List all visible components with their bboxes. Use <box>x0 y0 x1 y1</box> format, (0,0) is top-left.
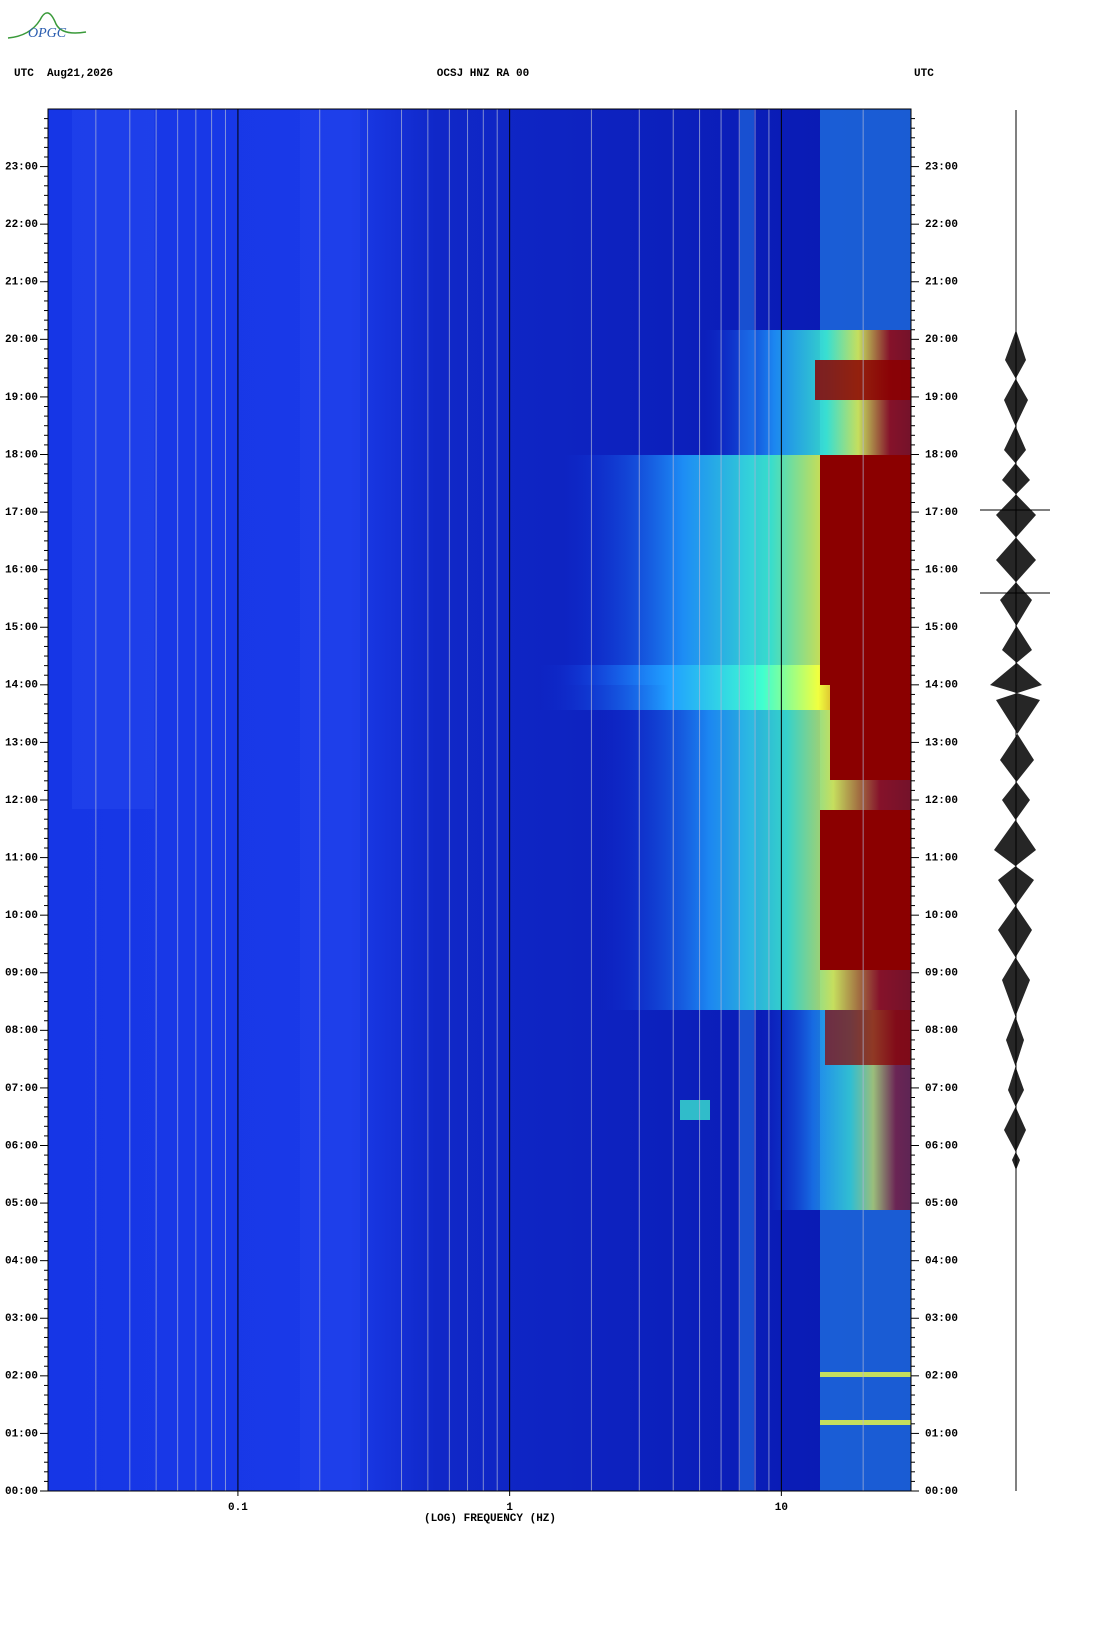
y-tick-label: 02:00 <box>5 1371 38 1383</box>
band <box>72 109 154 809</box>
energy-patch <box>820 810 911 970</box>
y-tick-label: 11:00 <box>5 852 38 864</box>
y-tick-label: 05:00 <box>5 1198 38 1210</box>
energy-patch <box>830 640 911 780</box>
seismogram <box>980 110 1050 1491</box>
x-tick-label: 10 <box>775 1502 788 1514</box>
logo-text: OPGC <box>28 26 67 41</box>
energy-patch <box>820 1372 911 1377</box>
y-tick-label: 08:00 <box>925 1025 958 1037</box>
x-tick-label: 0.1 <box>228 1502 248 1514</box>
x-axis-label: (LOG) FREQUENCY (HZ) <box>424 1513 556 1525</box>
band <box>300 109 360 1491</box>
y-tick-label: 23:00 <box>925 161 958 173</box>
y-tick-label: 09:00 <box>5 968 38 980</box>
y-tick-label: 07:00 <box>925 1083 958 1095</box>
y-tick-label: 00:00 <box>5 1486 38 1498</box>
header-left: UTC Aug21,2026 <box>14 68 113 80</box>
y-tick-label: 15:00 <box>5 622 38 634</box>
y-tick-label: 13:00 <box>925 737 958 749</box>
energy-patch <box>680 1100 710 1120</box>
y-tick-label: 21:00 <box>925 277 958 289</box>
y-tick-label: 21:00 <box>5 277 38 289</box>
y-tick-label: 06:00 <box>925 1140 958 1152</box>
y-tick-label: 08:00 <box>5 1025 38 1037</box>
y-tick-label: 23:00 <box>5 161 38 173</box>
y-tick-label: 17:00 <box>925 507 958 519</box>
y-tick-label: 14:00 <box>5 680 38 692</box>
y-tick-label: 16:00 <box>925 565 958 577</box>
y-tick-label: 03:00 <box>5 1313 38 1325</box>
plot-frame <box>47 108 912 1492</box>
y-tick-label: 09:00 <box>925 968 958 980</box>
y-tick-label: 01:00 <box>5 1428 38 1440</box>
y-tick-label: 19:00 <box>5 392 38 404</box>
logo: OPGC <box>7 12 87 41</box>
chart-title: OCSJ HNZ RA 00 <box>437 68 529 80</box>
y-tick-label: 10:00 <box>5 910 38 922</box>
y-tick-label: 03:00 <box>925 1313 958 1325</box>
spectrogram <box>48 109 911 1491</box>
y-tick-label: 06:00 <box>5 1140 38 1152</box>
y-tick-label: 11:00 <box>925 852 958 864</box>
y-tick-label: 12:00 <box>5 795 38 807</box>
y-tick-label: 12:00 <box>925 795 958 807</box>
energy-patch <box>825 1010 911 1065</box>
y-tick-label: 04:00 <box>5 1256 38 1268</box>
header-right: UTC <box>914 68 934 80</box>
y-tick-label: 01:00 <box>925 1428 958 1440</box>
y-tick-label: 15:00 <box>925 622 958 634</box>
y-tick-label: 17:00 <box>5 507 38 519</box>
y-tick-label: 22:00 <box>925 219 958 231</box>
y-tick-label: 19:00 <box>925 392 958 404</box>
energy-patch <box>820 1420 911 1425</box>
y-tick-label: 18:00 <box>5 449 38 461</box>
y-tick-label: 02:00 <box>925 1371 958 1383</box>
y-tick-label: 13:00 <box>5 737 38 749</box>
y-tick-label: 07:00 <box>5 1083 38 1095</box>
y-tick-label: 00:00 <box>925 1486 958 1498</box>
y-tick-label: 05:00 <box>925 1198 958 1210</box>
y-tick-label: 14:00 <box>925 680 958 692</box>
x-tick-label: 1 <box>506 1502 513 1514</box>
y-tick-label: 18:00 <box>925 449 958 461</box>
y-tick-label: 10:00 <box>925 910 958 922</box>
y-tick-label: 20:00 <box>925 334 958 346</box>
y-tick-label: 16:00 <box>5 565 38 577</box>
y-tick-label: 20:00 <box>5 334 38 346</box>
y-tick-label: 22:00 <box>5 219 38 231</box>
y-tick-label: 04:00 <box>925 1256 958 1268</box>
